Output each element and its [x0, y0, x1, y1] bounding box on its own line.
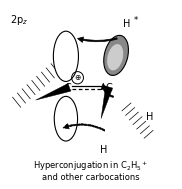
- Text: and other carbocations: and other carbocations: [42, 173, 140, 182]
- Text: ⊕: ⊕: [74, 73, 81, 82]
- Text: C: C: [64, 83, 71, 93]
- Text: Hyperconjugation in C$_2$H$_5$$^+$: Hyperconjugation in C$_2$H$_5$$^+$: [33, 159, 149, 173]
- Text: H: H: [123, 19, 130, 29]
- Polygon shape: [36, 84, 71, 100]
- Text: C: C: [106, 83, 112, 93]
- Polygon shape: [101, 86, 113, 119]
- Ellipse shape: [54, 96, 78, 141]
- Text: 2p$_z$: 2p$_z$: [10, 13, 29, 27]
- FancyArrowPatch shape: [101, 83, 114, 97]
- Text: *: *: [134, 15, 138, 25]
- Text: H: H: [100, 145, 107, 155]
- Ellipse shape: [104, 35, 128, 75]
- Ellipse shape: [107, 44, 123, 70]
- FancyArrowPatch shape: [78, 37, 117, 42]
- Ellipse shape: [53, 31, 78, 81]
- FancyArrowPatch shape: [63, 124, 105, 131]
- Text: H: H: [147, 112, 154, 122]
